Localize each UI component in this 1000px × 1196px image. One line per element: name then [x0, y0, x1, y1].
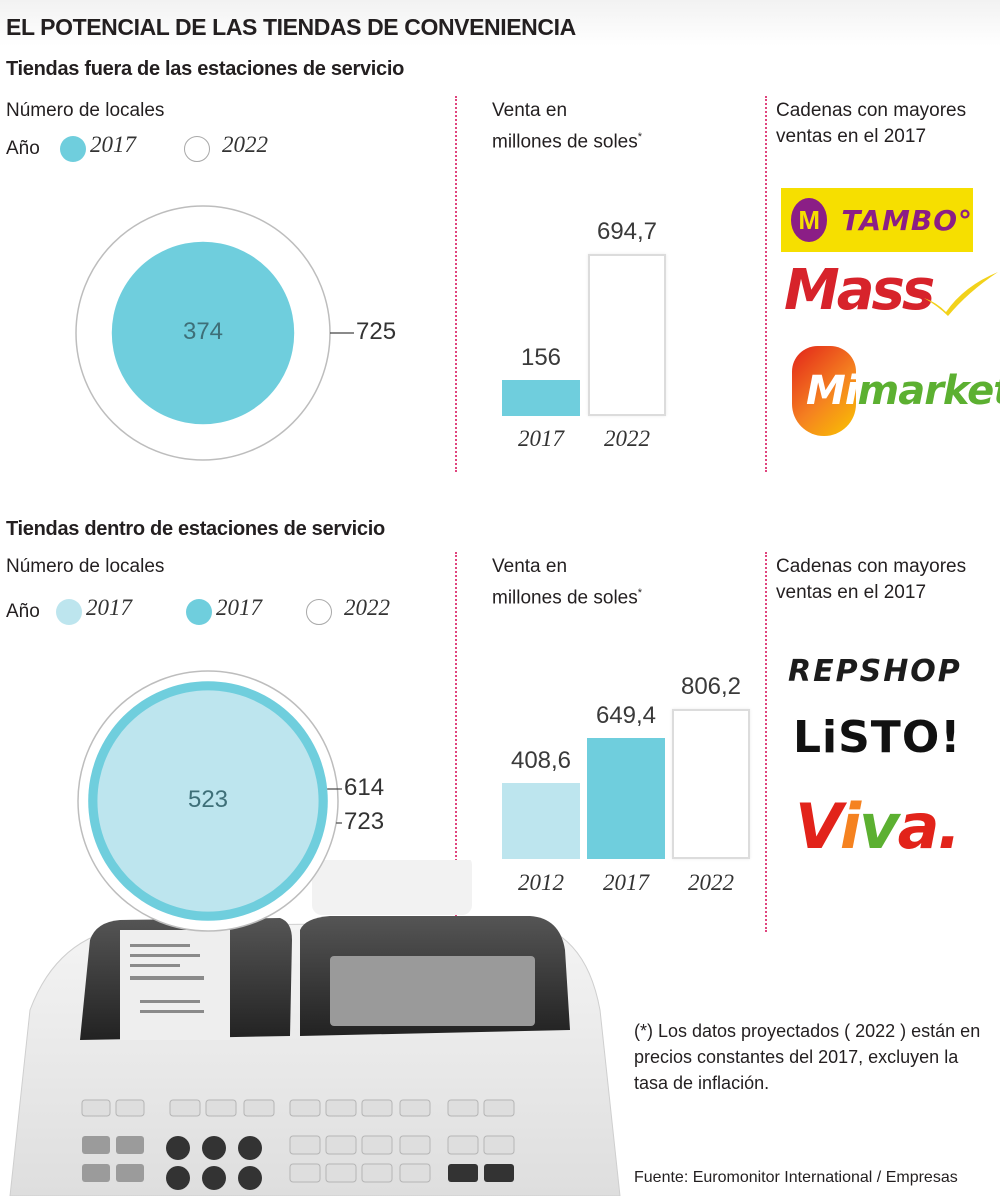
source-note: Fuente: Euromonitor International / Empr…	[634, 1169, 958, 1186]
bar-chart-1-category-label-2017: 2017	[518, 426, 564, 451]
bar-chart-2-category-label-2017: 2017	[603, 870, 649, 895]
section1-numero-locales-label: Número de locales	[6, 100, 165, 121]
section2-venta-label: Venta en millones de soles*	[492, 556, 643, 609]
mass-logo: Mass	[784, 258, 998, 323]
bar-chart-2-category-label-2022: 2022	[688, 870, 734, 895]
mimarket-logo-text: market	[857, 368, 1000, 414]
section1-legend-2017-label: 2017	[90, 132, 136, 157]
bubble-2-circle-0	[97, 690, 319, 912]
bar-chart-2-bar-2022	[672, 709, 750, 859]
section1-legend-2022-swatch	[184, 136, 210, 162]
section2-cadenas-label: Cadenas con mayores ventas en el 2017	[776, 556, 967, 603]
bubble-2-value-label-2: 723	[344, 808, 385, 835]
section1-title: Tiendas fuera de las estaciones de servi…	[6, 58, 405, 80]
bar-chart-2-value-label-2012: 408,6	[510, 746, 572, 774]
section1-divider-left	[455, 96, 457, 472]
section2-title: Tiendas dentro de estaciones de servicio	[6, 518, 385, 540]
section2-legend-2017-label: 2017	[216, 595, 262, 620]
bar-chart-2-value-label-2022: 806,2	[680, 673, 742, 700]
mass-logo-text: Mass	[784, 258, 935, 323]
section1-legend-2017-swatch	[60, 136, 86, 162]
bar-chart-1-value-label-2017: 156	[520, 343, 562, 371]
bar-chart-1-category-label-2022: 2022	[604, 426, 650, 451]
bubble-1-inner-value: 374	[182, 318, 224, 345]
bar-chart-1-bar-2022	[588, 254, 666, 416]
bar-chart-2-value-label-2017: 649,4	[595, 702, 657, 730]
footnote: (*) Los datos proyectados ( 2022 ) están…	[634, 1021, 981, 1093]
tambo-logo: M TAMBO°	[781, 188, 973, 252]
section2-numero-locales-label: Número de locales	[6, 556, 165, 577]
section1-anio-label: Año	[6, 138, 40, 159]
section2-legend-2012-swatch	[56, 599, 82, 625]
page-title: EL POTENCIAL DE LAS TIENDAS DE CONVENIEN…	[6, 14, 576, 40]
bubble-2-inner-value: 523	[187, 786, 229, 813]
bar-chart-2-bar-2012	[502, 782, 580, 859]
section1-cadenas-label: Cadenas con mayores ventas en el 2017	[776, 100, 967, 147]
repshop-logo: REPSHOP	[788, 654, 962, 689]
viva-logo: Viva.	[795, 790, 961, 863]
section2-legend-2017-swatch	[186, 599, 212, 625]
section2-legend-2022-label: 2022	[344, 595, 390, 620]
bubble-1-value-label-1: 725	[356, 318, 397, 345]
section1-divider-right	[765, 96, 767, 472]
section2-anio-label: Año	[6, 601, 40, 622]
bar-chart-2-bar-2017	[587, 738, 665, 859]
section2-legend-2012-label: 2017	[86, 595, 132, 620]
bar-chart-1-bar-2017	[502, 379, 580, 416]
cash-register-illustration	[9, 860, 621, 1196]
section2-divider-right	[765, 552, 767, 932]
title-band	[0, 0, 1000, 46]
section2-legend-2022-swatch	[306, 599, 332, 625]
bar-chart-2-category-label-2012: 2012	[518, 870, 564, 895]
bubble-2-value-label-1: 614	[344, 774, 385, 801]
section1-venta-label: Venta en millones de soles*	[492, 100, 643, 153]
mass-check-icon	[924, 272, 998, 316]
bubble-1-circle-0	[111, 241, 295, 425]
section1-legend-2022-label: 2022	[222, 132, 268, 157]
tambo-logo-text: TAMBO°	[841, 203, 973, 237]
listo-logo: LiSTO!	[793, 712, 962, 763]
section2-divider-left	[455, 552, 457, 932]
bar-chart-1-value-label-2022: 694,7	[596, 218, 658, 245]
tambo-mark-icon: M	[791, 198, 828, 242]
mimarket-logo: Mimarket	[786, 346, 1000, 440]
mimarket-drop-icon	[792, 346, 856, 436]
mimarket-logo-prefix: Mi	[806, 368, 859, 414]
